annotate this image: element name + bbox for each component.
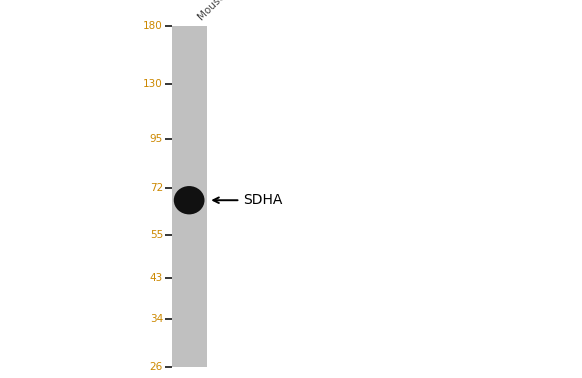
Bar: [172, 26, 207, 367]
Text: 95: 95: [150, 134, 163, 144]
Ellipse shape: [174, 186, 204, 214]
Text: 72: 72: [150, 183, 163, 192]
Text: 55: 55: [150, 230, 163, 240]
Text: 130: 130: [143, 79, 163, 89]
Text: 26: 26: [150, 362, 163, 372]
Text: 180: 180: [143, 22, 163, 31]
Text: 34: 34: [150, 314, 163, 324]
Text: 43: 43: [150, 273, 163, 283]
Text: SDHA: SDHA: [243, 193, 283, 207]
Text: Mouse heart: Mouse heart: [197, 0, 250, 23]
